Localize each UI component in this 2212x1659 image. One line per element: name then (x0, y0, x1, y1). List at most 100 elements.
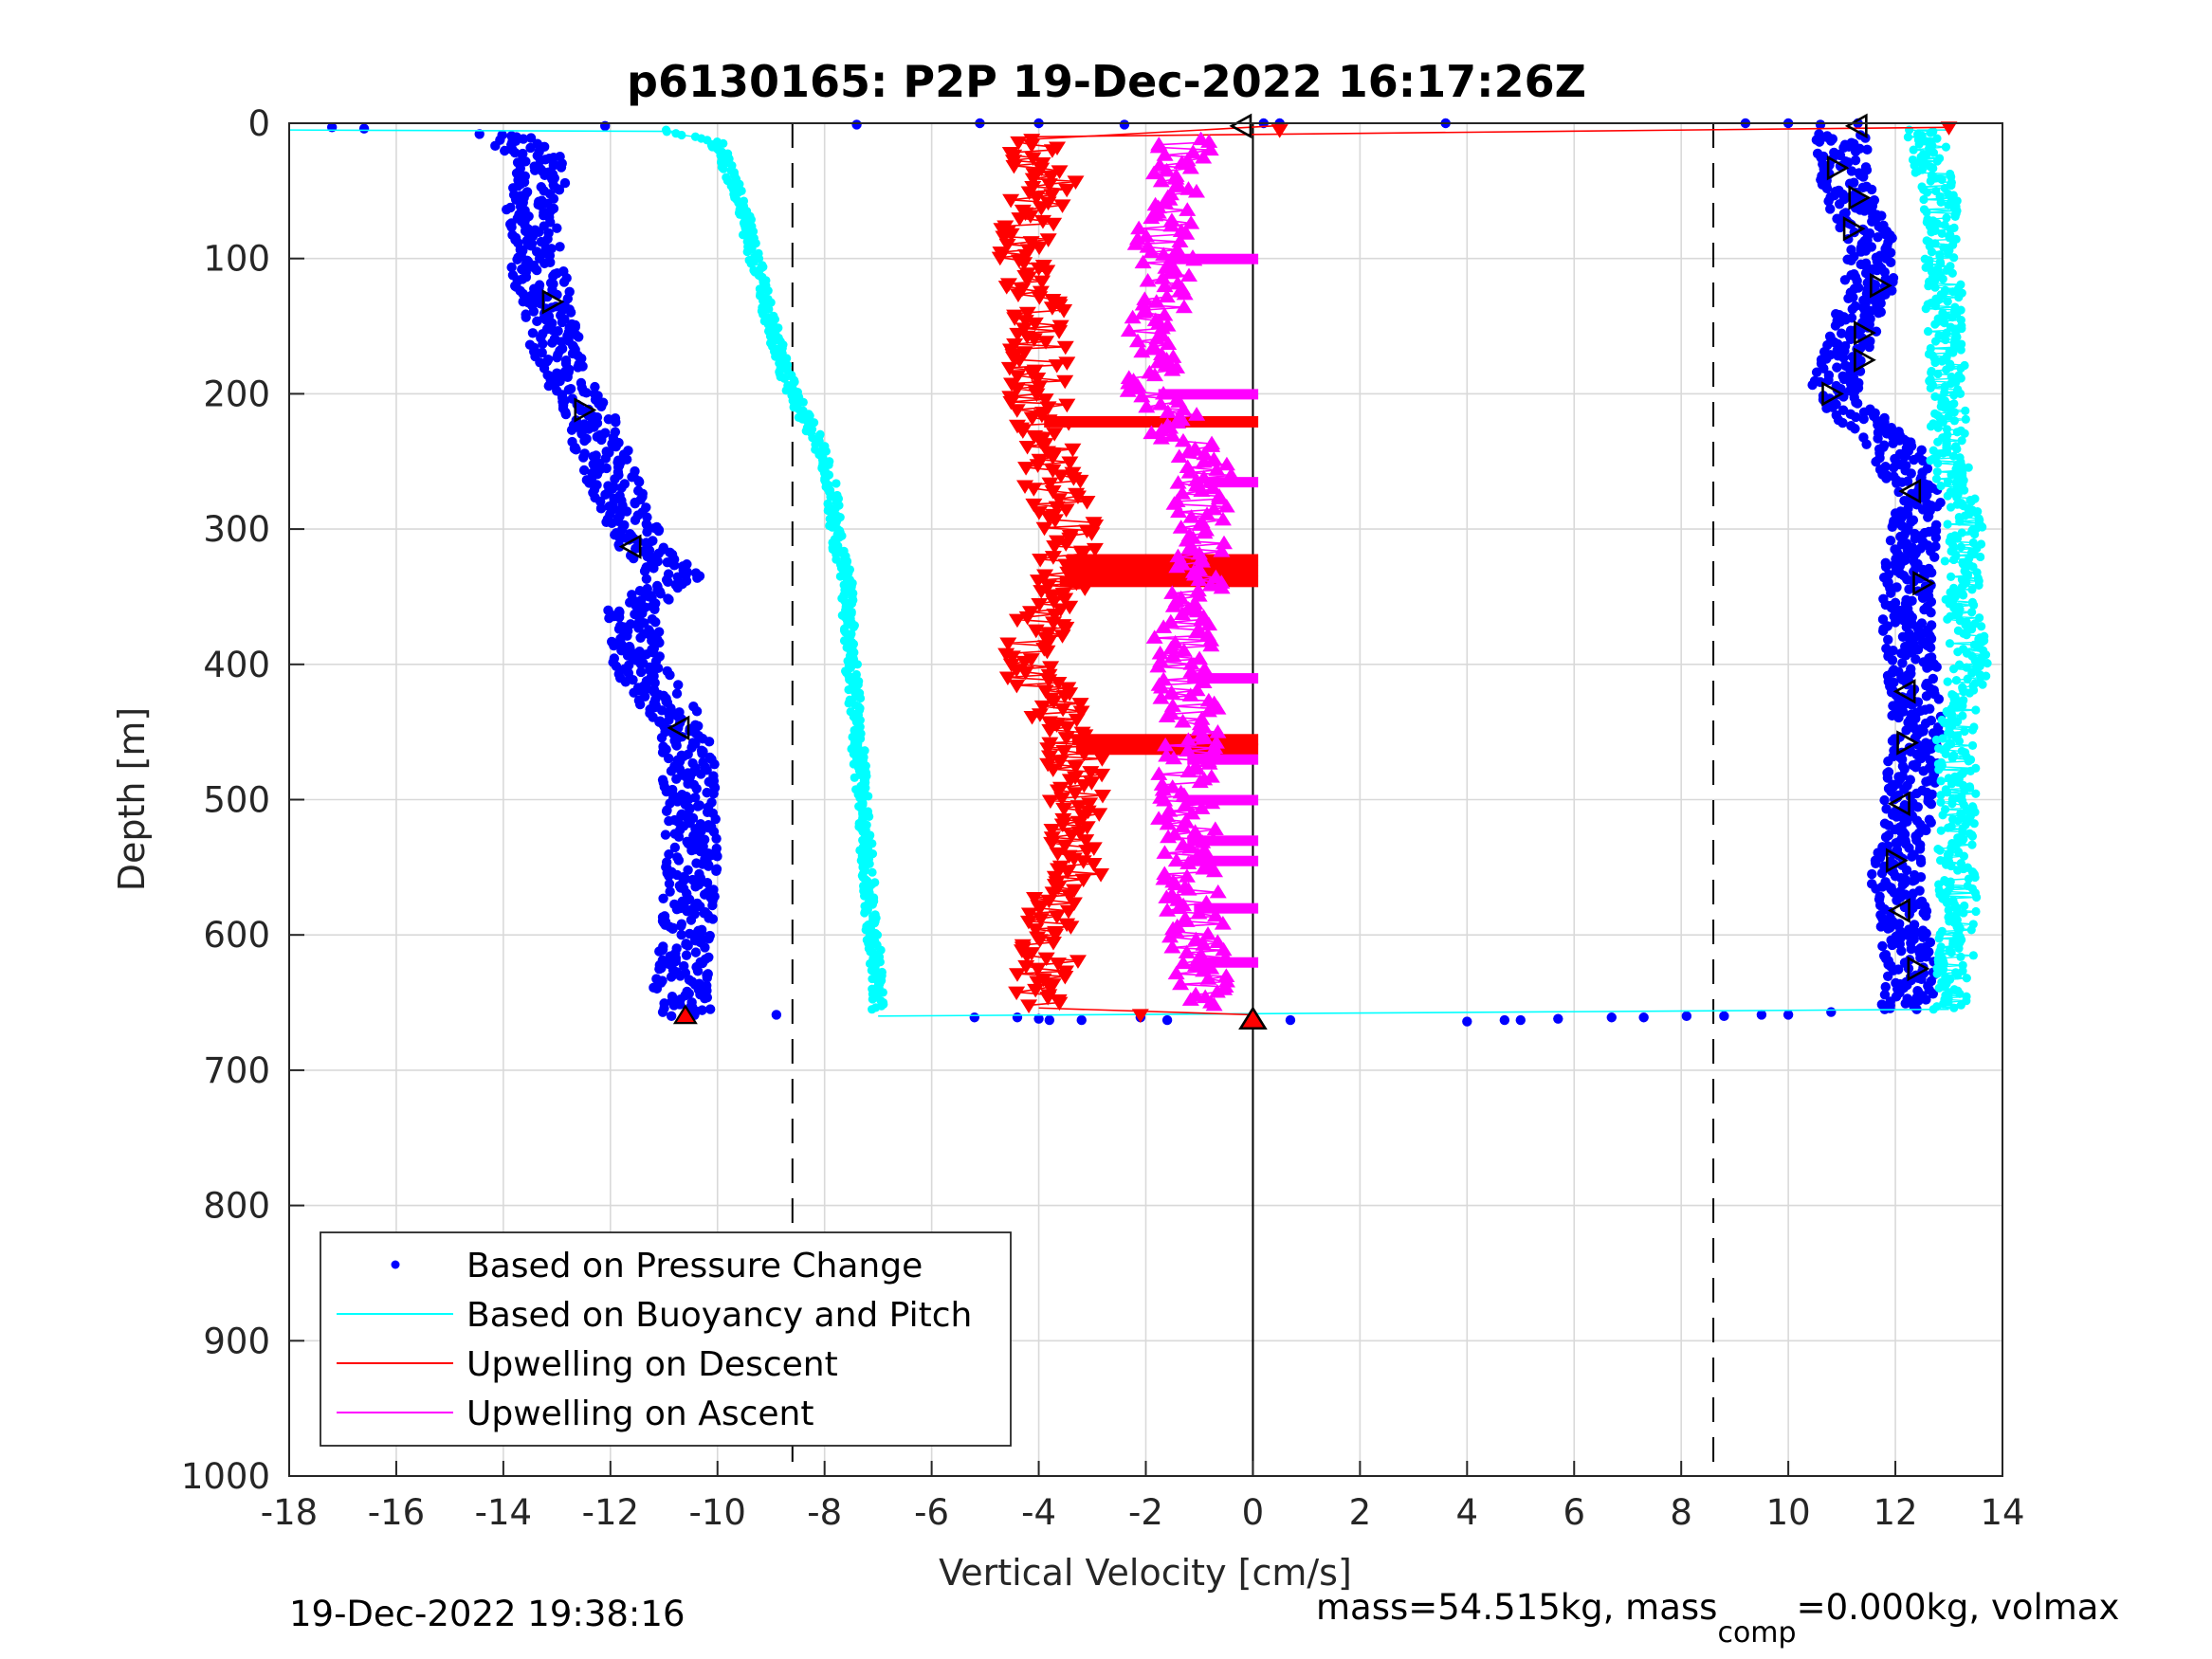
descent-point (1085, 857, 1103, 872)
pressure-point (525, 142, 536, 154)
buoyancy-descent-point (825, 514, 834, 523)
pressure-outlier-bottom (1826, 1007, 1837, 1017)
ascent-point (1158, 747, 1176, 762)
ascent-point (1211, 487, 1229, 502)
pressure-point (686, 915, 697, 925)
pressure-point (1928, 989, 1939, 999)
pressure-point (671, 688, 683, 699)
descent-point (1078, 821, 1096, 835)
pressure-point (1825, 136, 1837, 146)
pressure-point (560, 409, 572, 420)
ascent-point (1170, 503, 1188, 519)
buoyancy-ascent-point (1936, 776, 1946, 786)
legend-entry-buoyancy: Based on Buoyancy and Pitch (466, 1296, 972, 1335)
open-triangle-marker (1888, 898, 1910, 923)
series-upwelling-descent (991, 121, 1958, 1023)
ascent-point (1158, 288, 1176, 303)
descent-point (1044, 484, 1062, 500)
buoyancy-descent-point (850, 773, 859, 782)
descent-point (1047, 928, 1065, 943)
descent-point (1051, 165, 1069, 179)
ascent-point (1186, 441, 1204, 455)
pressure-point (1926, 607, 1936, 618)
open-triangle-marker (1896, 730, 1920, 756)
buoyancy-ascent-point (1945, 233, 1954, 243)
pressure-point (650, 617, 661, 628)
pressure-outlier-bottom (1553, 1013, 1563, 1024)
pressure-point (1908, 876, 1918, 886)
descent-point (1037, 336, 1055, 350)
buoyancy-ascent-point (1937, 174, 1947, 185)
buoyancy-ascent-point (1936, 797, 1946, 807)
pressure-point (665, 886, 675, 897)
pressure-point (571, 445, 581, 455)
buoyancy-ascent-point (1966, 925, 1976, 935)
descent-point (1051, 469, 1069, 483)
open-triangle-marker (1892, 679, 1916, 704)
descent-point (1022, 236, 1040, 250)
pressure-point (529, 165, 540, 175)
descent-point (1069, 800, 1088, 814)
pressure-point (539, 258, 550, 269)
buoyancy-ascent-point (1960, 428, 1969, 438)
ascent-point (1187, 986, 1205, 1001)
buoyancy-ascent-point (1936, 791, 1946, 800)
pressure-point (676, 929, 686, 940)
ascent-point (1175, 401, 1193, 416)
y-tick-label: 200 (203, 374, 270, 414)
pressure-point (664, 849, 674, 860)
legend-entry-descent: Upwelling on Descent (466, 1345, 838, 1384)
descent-point (1051, 996, 1069, 1012)
pressure-point (669, 842, 681, 853)
pressure-point (1856, 246, 1867, 257)
buoyancy-ascent-point (1964, 874, 1974, 884)
grid-lines (289, 123, 2002, 1476)
descent-point (1036, 438, 1054, 452)
pressure-point (692, 801, 704, 811)
bottom-marker-turn (1238, 1006, 1268, 1030)
pressure-point (671, 774, 682, 784)
descent-point (1018, 949, 1036, 964)
buoyancy-ascent-point (1967, 725, 1978, 735)
descent-point (1078, 496, 1096, 510)
descent-point (1069, 815, 1088, 830)
pressure-point (1839, 275, 1851, 285)
pressure-point (1882, 971, 1893, 982)
pressure-point (664, 870, 674, 882)
pressure-point (1915, 953, 1926, 963)
descent-point (1093, 768, 1111, 783)
bottom-marker-descent (672, 1004, 698, 1025)
pressure-point (672, 796, 683, 807)
pressure-point (1918, 932, 1929, 942)
pressure-point (1885, 536, 1896, 546)
buoyancy-ascent-point (1909, 145, 1918, 155)
buoyancy-ascent-point (1948, 665, 1959, 674)
pressure-point (704, 737, 715, 747)
pressure-point (1857, 182, 1869, 193)
pressure-point (1910, 654, 1921, 665)
buoyancy-ascent-point (1965, 688, 1974, 698)
buoyancy-descent-point (781, 386, 791, 395)
buoyancy-ascent-point (1947, 948, 1956, 957)
ascent-point (1215, 941, 1233, 957)
x-tick-label: 0 (1242, 1492, 1265, 1533)
ascent-point (1156, 147, 1174, 161)
pressure-point (532, 316, 542, 327)
open-triangle-marker (1821, 381, 1844, 407)
buoyancy-ascent-point (1932, 219, 1943, 228)
descent-point (1029, 962, 1047, 977)
open-triangle-marker (667, 715, 690, 741)
descent-point (1075, 778, 1093, 793)
ascent-point (1167, 168, 1185, 182)
descent-point (1005, 159, 1023, 174)
descent-point (1015, 257, 1033, 271)
buoyancy-ascent-point (1947, 268, 1957, 278)
open-triangle-marker (1898, 478, 1922, 504)
descent-point (1036, 684, 1054, 699)
descent-point (1015, 655, 1033, 670)
ascent-point (1191, 545, 1209, 560)
y-tick-label: 400 (203, 645, 270, 685)
buoyancy-ascent-point (1946, 502, 1956, 512)
descent-point (1051, 325, 1069, 339)
descent-point (1019, 915, 1037, 930)
